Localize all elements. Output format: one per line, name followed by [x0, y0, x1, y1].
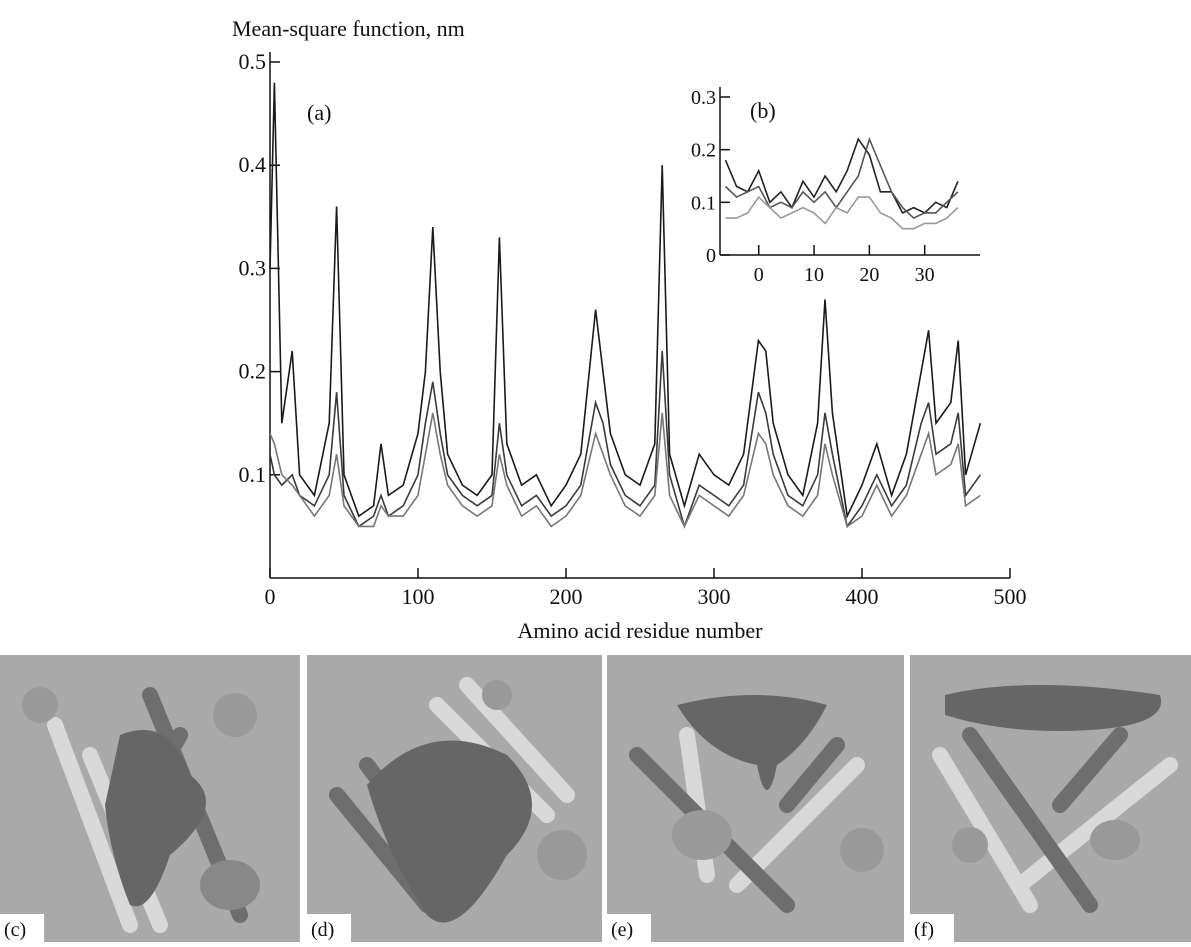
y-tick-label: 0.1 [691, 192, 716, 214]
series-line [270, 83, 980, 516]
panel-label: (d) [311, 919, 334, 941]
x-tick-label: 20 [859, 264, 879, 286]
panel-label: (c) [4, 919, 26, 941]
sphere [840, 828, 884, 872]
x-tick-label: 200 [550, 584, 583, 609]
y-tick-label: 0.1 [239, 462, 267, 487]
panel-annotation: (a) [307, 100, 331, 125]
y-tick-label: 0.2 [691, 140, 716, 162]
x-tick-label: 100 [402, 584, 435, 609]
page: {"chart_data": [ {"type": "line", "y_lab… [0, 0, 1191, 942]
sphere [1090, 820, 1140, 860]
x-axis-label: Amino acid residue number [518, 618, 764, 643]
series-line [726, 139, 958, 213]
sphere [200, 860, 260, 910]
y-tick-label: 0 [706, 245, 716, 267]
x-tick-label: 300 [698, 584, 731, 609]
panel-c [0, 655, 300, 942]
sphere [537, 830, 587, 880]
panel-d [307, 655, 602, 942]
panel-f [910, 655, 1191, 942]
chart: 0 0.1 0.2 0.3 0 10 20 30 (b) [691, 87, 980, 286]
series-line [726, 139, 958, 218]
sphere [22, 687, 58, 723]
y-tick-label: 0.4 [239, 152, 267, 177]
y-tick-label: 0.3 [239, 255, 267, 280]
panels [0, 655, 1191, 942]
y-tick-label: 0.5 [239, 49, 267, 74]
sphere [213, 693, 257, 737]
x-tick-label: 0 [265, 584, 276, 609]
panel-annotation: (b) [750, 98, 776, 123]
sphere [482, 680, 512, 710]
y-tick-label: 0.2 [239, 359, 267, 384]
x-tick-label: 30 [915, 264, 935, 286]
series-line [270, 351, 980, 526]
y-axis-label: Mean-square function, nm [232, 16, 465, 41]
panel-label: (f) [914, 919, 934, 941]
x-tick-label: 0 [754, 264, 764, 286]
panel-label: (e) [611, 919, 633, 941]
sphere [672, 810, 732, 860]
sphere [952, 827, 988, 863]
x-tick-label: 10 [804, 264, 824, 286]
x-tick-label: 500 [994, 584, 1027, 609]
x-tick-label: 400 [846, 584, 879, 609]
panel-e [607, 655, 904, 942]
figure: 0.10.20.30.40.50100200300400500Mean-squa… [0, 0, 1191, 942]
y-tick-label: 0.3 [691, 87, 716, 109]
